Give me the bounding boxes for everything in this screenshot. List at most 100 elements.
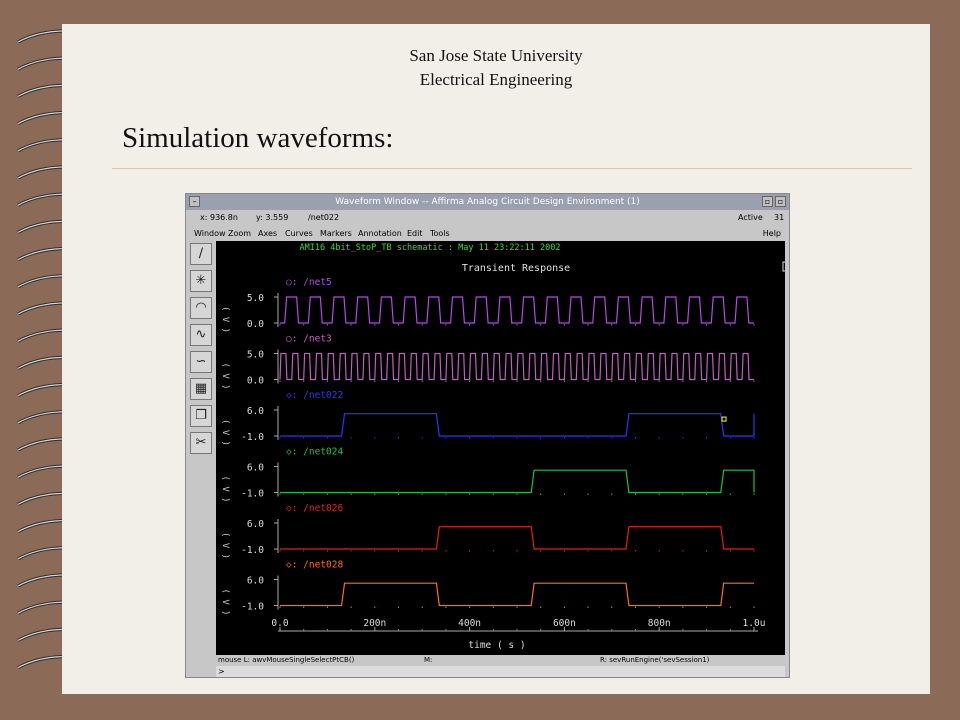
plot-corner-box[interactable] xyxy=(782,261,790,272)
command-line[interactable]: > xyxy=(216,666,785,677)
baseline-dot xyxy=(753,437,755,439)
calculator-icon[interactable]: ▦ xyxy=(190,378,212,400)
baseline-dot xyxy=(753,493,755,495)
legend-entry[interactable]: ○: /net3 xyxy=(286,334,332,345)
baseline-dot xyxy=(563,606,565,608)
menu-annotation[interactable]: Annotation xyxy=(358,229,402,238)
baseline-dot xyxy=(398,606,399,608)
mouse-status-bar: mouse L: awvMouseSingleSelectPtCB() M: R… xyxy=(216,655,785,666)
baseline-dot xyxy=(350,493,352,495)
y-tick-label: -1.0 xyxy=(241,545,264,556)
baseline-dot xyxy=(350,324,352,326)
title-divider xyxy=(112,168,912,169)
cursor-x-readout: x: 936.8n xyxy=(200,213,238,222)
menu-markers[interactable]: Markers xyxy=(320,229,352,238)
menu-window[interactable]: Window xyxy=(194,229,226,238)
menu-tools[interactable]: Tools xyxy=(430,229,450,238)
baseline-dot xyxy=(492,380,494,382)
y-tick-label: -1.0 xyxy=(241,489,264,500)
baseline-dot xyxy=(635,550,636,552)
baseline-dot xyxy=(398,550,399,552)
baseline-dot xyxy=(516,493,518,495)
menu-curves[interactable]: Curves xyxy=(285,229,313,238)
wave-b-icon[interactable]: ∽ xyxy=(190,351,212,373)
status-count: 31 xyxy=(774,213,785,222)
tool-palette: ∕ ✳ ◠ ∿ ∽ ▦ ❐ ✂ xyxy=(189,243,215,454)
plot-area[interactable]: AMI16 4bit_StoP_TB schematic : May 11 23… xyxy=(216,241,790,655)
baseline-dot xyxy=(516,606,518,608)
baseline-dot xyxy=(279,437,281,439)
baseline-dot xyxy=(492,437,494,439)
status-middle: M: xyxy=(424,656,433,664)
baseline-dot xyxy=(682,493,684,495)
menu-axes[interactable]: Axes xyxy=(258,229,278,238)
baseline-dot xyxy=(303,550,305,552)
baseline-dot xyxy=(303,606,305,608)
baseline-dot xyxy=(682,380,684,382)
y-tick-label: 6.0 xyxy=(247,463,264,474)
baseline-dot xyxy=(658,493,660,495)
baseline-dot xyxy=(729,493,731,495)
baseline-dot xyxy=(421,606,423,608)
baseline-dot xyxy=(563,550,565,552)
waveform-trace-net022[interactable] xyxy=(280,413,755,437)
legend-entry[interactable]: ◇: /net028 xyxy=(286,560,343,571)
baseline-dot xyxy=(374,437,376,439)
baseline-dot xyxy=(587,324,589,326)
waveform-chart[interactable]: AMI16 4bit_StoP_TB schematic : May 11 23… xyxy=(216,241,790,655)
baseline-dot xyxy=(540,324,542,326)
y-tick-label: 6.0 xyxy=(247,519,264,530)
menu-edit[interactable]: Edit xyxy=(407,229,423,238)
header-university: San Jose State University xyxy=(409,46,583,65)
baseline-dot xyxy=(445,380,447,382)
arc-icon[interactable]: ◠ xyxy=(190,297,212,319)
baseline-dot xyxy=(706,380,708,382)
baseline-dot xyxy=(469,380,471,382)
baseline-dot xyxy=(587,380,589,382)
copy-icon[interactable]: ❐ xyxy=(190,405,212,427)
selected-point-marker[interactable] xyxy=(721,416,727,422)
baseline-dot xyxy=(279,380,281,382)
baseline-dot xyxy=(729,606,731,608)
wave-a-icon[interactable]: ∿ xyxy=(190,324,212,346)
legend-entry[interactable]: ◇: /net022 xyxy=(286,390,343,401)
menu-help[interactable]: Help xyxy=(762,229,781,238)
legend-entry[interactable]: ◇: /net024 xyxy=(286,447,343,458)
legend-entry[interactable]: ◇: /net026 xyxy=(286,503,343,514)
maximize-button[interactable]: ▫ xyxy=(775,196,786,207)
y-unit-label: ( V ) xyxy=(220,589,230,616)
lane-net024: ( V ) 6.0 -1.0 ◇: /net024 xyxy=(220,447,755,503)
y-unit-label: ( V ) xyxy=(220,363,230,390)
baseline-dot xyxy=(611,380,613,382)
waveform-trace-net028[interactable] xyxy=(280,582,754,607)
baseline-dot xyxy=(611,550,613,552)
baseline-dot xyxy=(706,550,708,552)
baseline-dot xyxy=(421,550,423,552)
minimize-button[interactable]: ▫ xyxy=(762,196,773,207)
baseline-dot xyxy=(753,324,755,326)
baseline-dot xyxy=(279,606,281,608)
baseline-dot xyxy=(611,437,613,439)
baseline-dot xyxy=(303,437,305,439)
baseline-dot xyxy=(729,437,731,439)
baseline-dot xyxy=(350,606,352,608)
line-icon[interactable]: ∕ xyxy=(190,243,212,265)
lane-net028: ( V ) 6.0 -1.0 ◇: /net028 xyxy=(220,560,755,616)
waveform-trace-net5[interactable] xyxy=(280,296,754,324)
cut-icon[interactable]: ✂ xyxy=(190,432,212,454)
baseline-dot xyxy=(587,493,589,495)
baseline-dot xyxy=(374,380,376,382)
waveform-trace-net3[interactable] xyxy=(279,352,754,381)
waveform-window[interactable]: – Waveform Window -- Affirma Analog Circ… xyxy=(185,193,790,678)
waveform-trace-net026[interactable] xyxy=(280,526,754,550)
window-menu-button[interactable]: – xyxy=(189,196,200,207)
baseline-dot xyxy=(279,550,281,552)
star-icon[interactable]: ✳ xyxy=(190,270,212,292)
waveform-trace-net024[interactable] xyxy=(280,469,755,494)
window-titlebar[interactable]: – Waveform Window -- Affirma Analog Circ… xyxy=(186,194,789,210)
x-tick-label: 1.0u xyxy=(743,618,766,629)
menu-zoom[interactable]: Zoom xyxy=(228,229,252,238)
legend-entry[interactable]: ○: /net5 xyxy=(286,277,332,288)
baseline-dot xyxy=(635,380,636,382)
baseline-dot xyxy=(753,380,755,382)
